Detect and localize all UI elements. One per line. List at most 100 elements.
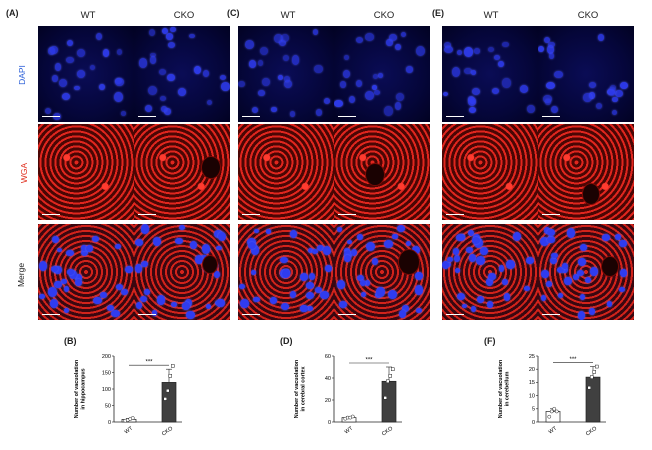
vacuole [364,162,386,187]
nucleus [75,278,82,287]
nucleus [239,299,249,309]
nucleus [372,74,379,80]
nucleus [486,278,494,286]
y-tick-label: 25 [529,354,535,360]
nucleus [442,260,449,269]
scale-bar [338,313,356,315]
nucleus [193,66,201,75]
nucleus [464,67,472,75]
nucleus [201,244,211,254]
nucleus [469,107,476,114]
scale-bar [138,213,156,215]
nucleus [576,269,584,276]
data-point [166,388,170,393]
nucleus [389,34,397,41]
nucleus [546,82,556,90]
nucleus [351,248,358,256]
nucleus [58,79,68,88]
nucleus [615,234,622,240]
nucleus [250,270,256,275]
nucleus [271,107,277,112]
column-header-wt: WT [80,10,96,21]
nucleus [467,229,475,236]
nucleus [461,304,467,309]
nucleus [388,289,398,300]
nucleus [219,74,227,81]
nucleus [361,291,367,298]
scale-bar [446,213,464,215]
nucleus [135,239,144,246]
nucleus [63,285,70,293]
nucleus [614,89,623,98]
nucleus [547,235,555,244]
nucleus [558,293,564,299]
nucleus [556,267,564,274]
nucleus [150,52,156,58]
nucleus [487,272,496,281]
nucleus [476,255,486,265]
nucleus [502,279,508,286]
data-point [590,375,594,379]
nucleus [493,54,500,60]
data-point [592,370,596,374]
nucleus [608,86,617,96]
nucleus [221,81,230,91]
scale-bar [242,115,260,117]
nucleus [68,269,77,280]
panel-label-f: (F) [484,336,496,346]
nucleus [67,269,74,275]
data-point [388,374,392,378]
nucleus [54,280,63,289]
nucleus [306,292,314,300]
nucleus [315,286,323,294]
nucleus [611,109,618,116]
nucleus [160,105,167,113]
merge-micrograph [442,224,538,320]
y-axis-title: in hippocampus [81,368,87,409]
nucleus [99,84,105,91]
nucleus [258,90,265,97]
nucleus [527,104,535,113]
nucleus [106,305,114,312]
data-point [547,414,552,419]
y-tick-label: 150 [102,370,111,376]
nucleus [314,64,323,74]
nucleus [51,236,59,243]
nucleus [415,46,425,57]
nucleus [588,308,596,315]
nucleus [170,26,176,33]
nucleus [546,229,555,237]
nucleus [111,309,121,317]
nucleus [487,47,495,53]
nucleus [512,231,522,242]
nucleus [356,233,363,240]
nucleus [456,234,465,242]
nucleus [307,247,314,254]
nucleus [38,260,48,271]
panel-label-c: (C) [227,8,240,18]
nucleus [281,34,289,42]
chart-f: Number of vacuolation in cerebellum 0 5 10 15… [498,354,606,437]
category-label: WT [548,425,559,435]
nucleus [309,273,316,281]
nucleus [566,228,575,238]
nucleus [306,282,314,289]
nucleus [116,49,123,56]
nucleus [177,87,187,97]
nucleus [343,254,352,263]
row-label-wga: WGA [19,162,30,184]
nucleus [452,67,461,78]
wga-micrograph [334,124,430,220]
row-label-dapi: DAPI [16,65,27,85]
scale-bar [42,313,60,315]
nucleus [307,306,313,311]
nucleus [257,60,264,66]
nucleus [156,295,166,305]
nucleus [284,79,293,88]
nucleus [548,41,555,47]
nucleus [252,296,260,303]
nucleus [372,258,378,265]
nucleus [161,27,168,34]
nucleus [49,299,58,308]
nucleus [472,237,480,244]
